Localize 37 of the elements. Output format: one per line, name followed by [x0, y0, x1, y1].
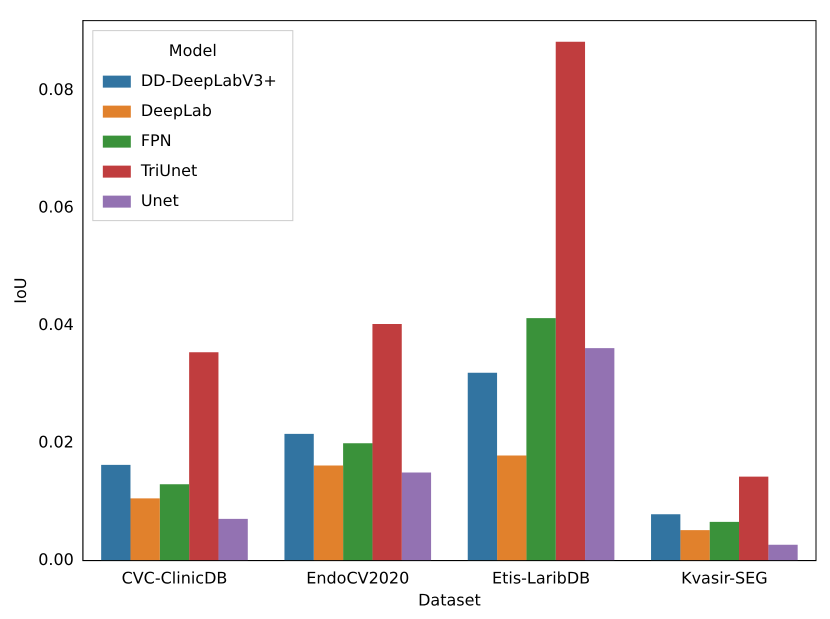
x-tick-label: Etis-LaribDB — [492, 568, 590, 588]
bar — [468, 372, 498, 561]
legend-label: DD-DeepLabV3+ — [140, 70, 277, 90]
bar — [497, 456, 526, 561]
bar — [651, 514, 680, 561]
bar — [526, 318, 556, 561]
legend-label: TriUnet — [140, 160, 198, 180]
y-tick-label: 0.04 — [38, 314, 74, 334]
bar — [218, 518, 248, 561]
bar — [739, 476, 768, 561]
y-tick-label: 0.02 — [38, 432, 74, 452]
bar — [101, 464, 130, 561]
x-tick-label: Kvasir-SEG — [681, 568, 768, 588]
bar — [130, 498, 160, 561]
y-tick-label: 0.00 — [38, 550, 74, 569]
legend-title: Model — [168, 40, 217, 60]
bar — [160, 484, 190, 561]
bar — [372, 324, 402, 561]
legend-label: Unet — [140, 190, 179, 210]
y-axis-title: IoU — [10, 277, 30, 304]
bar — [189, 352, 218, 561]
bar — [314, 466, 344, 561]
y-tick-label: 0.06 — [38, 198, 74, 217]
bar — [710, 522, 740, 561]
bar — [402, 472, 432, 561]
x-tick-label: CVC-ClinicDB — [122, 568, 228, 588]
x-tick-label: EndoCV2020 — [306, 568, 410, 588]
bar — [284, 434, 314, 561]
bar — [680, 530, 710, 561]
x-axis-title: Dataset — [418, 590, 481, 610]
bar — [343, 443, 372, 561]
y-tick-label: 0.08 — [38, 80, 74, 100]
bar — [556, 42, 586, 561]
bar — [768, 544, 798, 561]
legend-label: DeepLab — [140, 100, 212, 120]
legend-label: FPN — [140, 130, 172, 150]
bar — [585, 348, 614, 561]
